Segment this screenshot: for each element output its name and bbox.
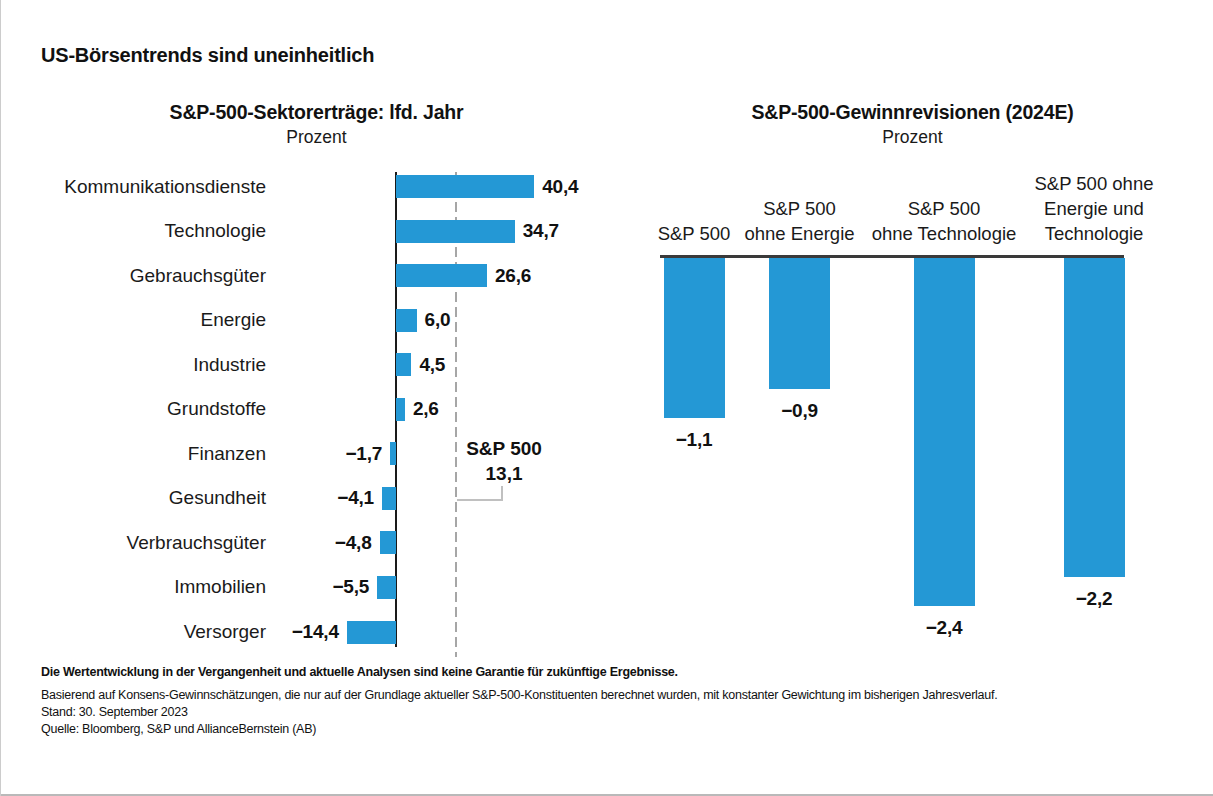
bar-value-label: 40,4 (542, 176, 578, 198)
left-chart-title: S&P-500-Sektorerträge: lfd. Jahr (41, 101, 592, 124)
bar-value-label: −4,1 (281, 487, 374, 509)
bar (664, 258, 725, 418)
footnote-as-of-date: Stand: 30. September 2023 (41, 705, 188, 719)
chart-page: US-Börsentrends sind uneinheitlich S&P-5… (0, 0, 1213, 796)
bar (390, 442, 396, 465)
category-label: Energie (41, 309, 266, 331)
right-chart-title: S&P-500-Gewinnrevisionen (2024E) (621, 101, 1204, 124)
bar (396, 220, 515, 243)
category-label-line: Energie und (994, 196, 1194, 221)
sp500-reference-dashed-line (455, 172, 457, 657)
bar (377, 576, 396, 599)
bar-value-label: 26,6 (495, 265, 531, 287)
bar-value-label: 34,7 (523, 220, 559, 242)
bar-value-label: −1,1 (634, 429, 754, 451)
category-label: Verbrauchsgüter (41, 532, 266, 554)
bar-value-label: 6,0 (425, 309, 451, 331)
right-chart-zero-axis (660, 255, 1124, 258)
bar (1064, 258, 1125, 577)
annotation-connector-vertical (501, 486, 503, 500)
category-label: S&P 500 ohneEnergie undTechnologie (994, 171, 1194, 246)
bar-value-label: −0,9 (740, 400, 860, 422)
bar-value-label: −14,4 (281, 621, 339, 643)
bar (769, 258, 830, 389)
category-label: Immobilien (41, 576, 266, 598)
bar (396, 353, 411, 376)
bar (347, 621, 396, 644)
left-chart-subtitle: Prozent (41, 127, 592, 148)
right-chart-subtitle: Prozent (621, 127, 1204, 148)
category-label: Versorger (41, 621, 266, 643)
bar (382, 487, 396, 510)
category-label: Kommunikationsdienste (41, 176, 266, 198)
category-label: Gesundheit (41, 487, 266, 509)
category-label-line: Technologie (994, 221, 1194, 246)
bar-value-label: −2,2 (1034, 588, 1154, 610)
footnote-source: Quelle: Bloomberg, S&P und AllianceBerns… (41, 722, 316, 736)
annotation-connector-horizontal (457, 499, 503, 501)
bar (380, 531, 396, 554)
bar (396, 175, 534, 198)
category-label: Grundstoffe (41, 398, 266, 420)
category-label: Gebrauchsgüter (41, 265, 266, 287)
bar-value-label: −4,8 (281, 532, 372, 554)
page-title: US-Börsentrends sind uneinheitlich (41, 44, 374, 67)
bar-value-label: −5,5 (281, 576, 369, 598)
sp500-annotation-value: 13,1 (459, 463, 549, 485)
bar-value-label: 2,6 (413, 398, 439, 420)
bar (914, 258, 975, 606)
category-label: Technologie (41, 220, 266, 242)
bar (396, 264, 487, 287)
category-label: Industrie (41, 354, 266, 376)
category-label-line: S&P 500 ohne (994, 171, 1194, 196)
footnote-disclaimer: Die Wertentwicklung in der Vergangenheit… (41, 665, 678, 679)
footnote-note: Basierend auf Konsens-Gewinnschätzungen,… (41, 688, 997, 702)
bar-value-label: −1,7 (281, 443, 382, 465)
bar (396, 309, 417, 332)
bar-value-label: 4,5 (419, 354, 445, 376)
category-label: Finanzen (41, 443, 266, 465)
bar (396, 398, 405, 421)
sp500-annotation-label: S&P 500 (459, 438, 549, 460)
bar-value-label: −2,4 (884, 617, 1004, 639)
